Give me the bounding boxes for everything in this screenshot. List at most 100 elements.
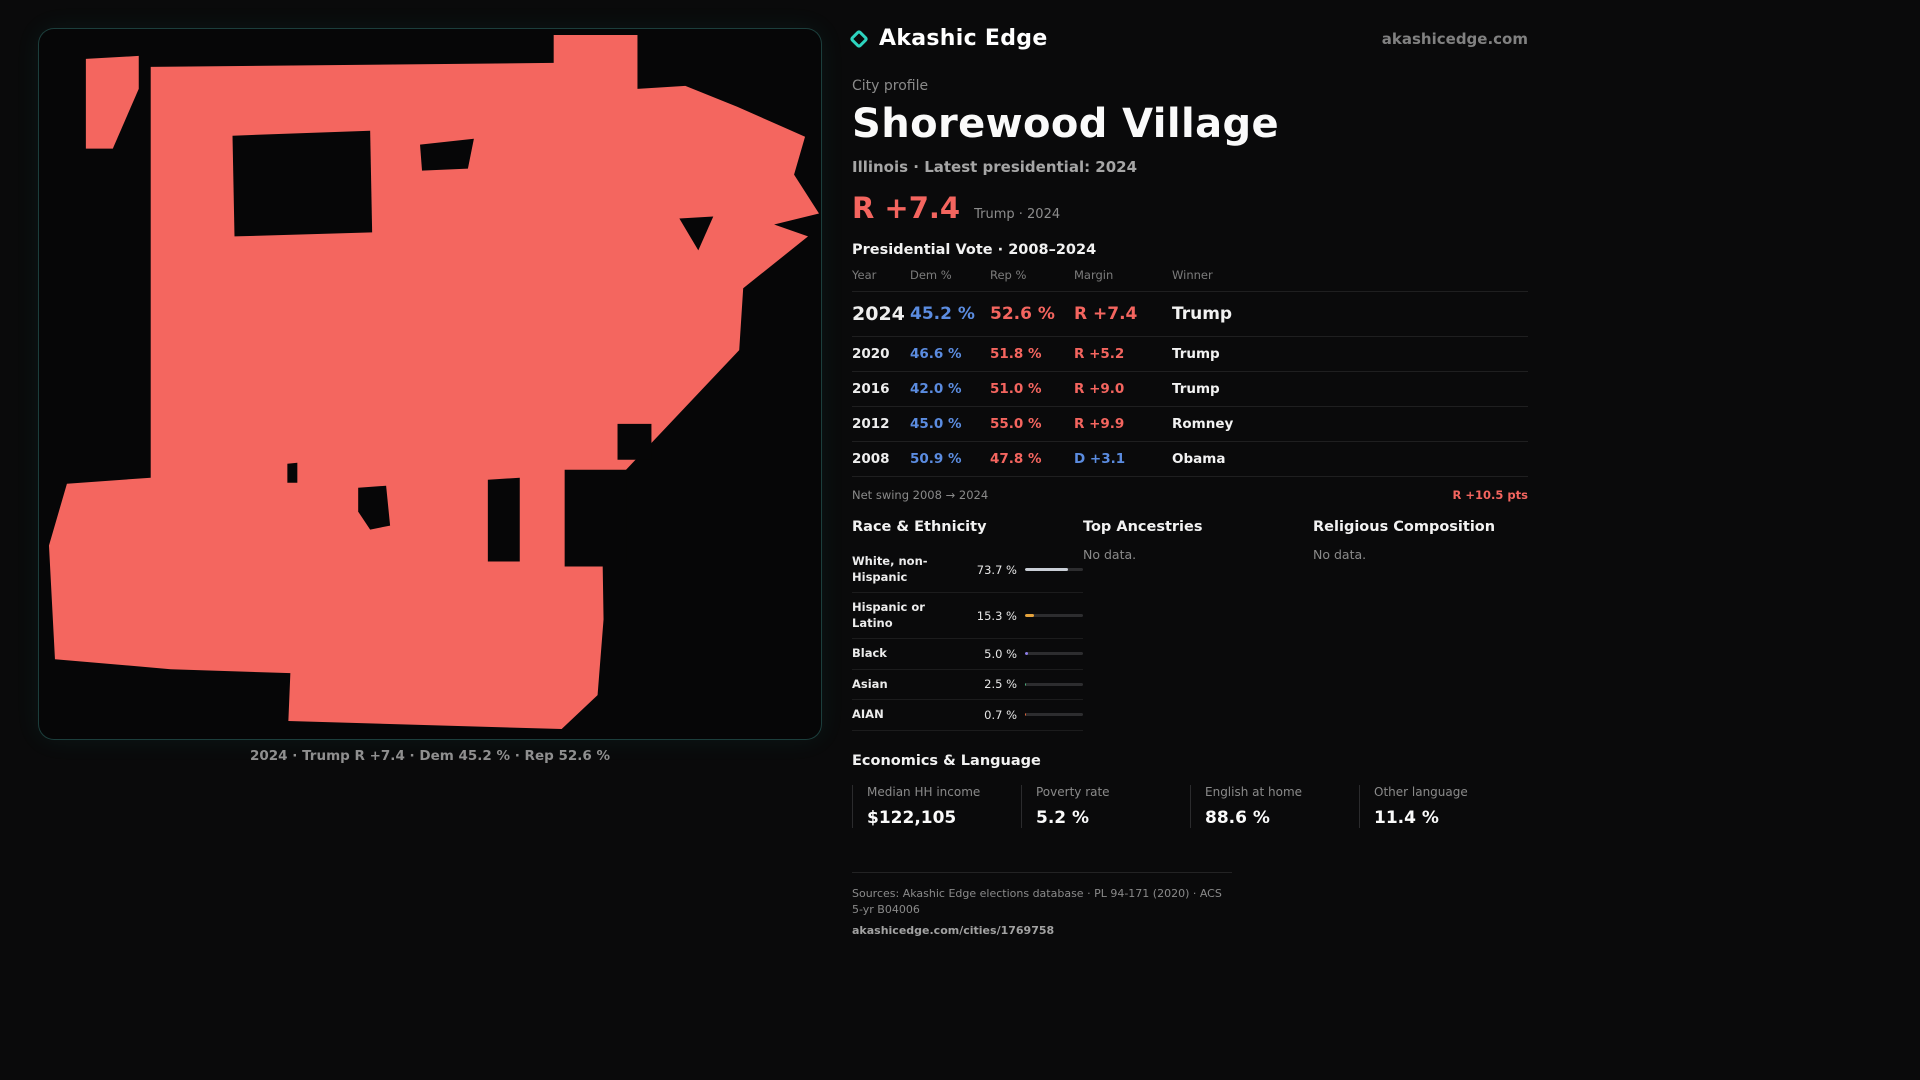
- headline-margin: R +7.4: [852, 191, 961, 225]
- header: Akashic Edge akashicedge.com: [849, 26, 1528, 51]
- map-caption: 2024 · Trump R +7.4 · Dem 45.2 % · Rep 5…: [249, 748, 611, 764]
- stat-card: Median HH income $122,105: [852, 784, 1021, 828]
- vote-winner: Trump: [1172, 304, 1233, 324]
- permalink[interactable]: akashicedge.com/cities/1769758: [852, 923, 1055, 937]
- sources-text: Sources: Akashic Edge elections database…: [852, 886, 1222, 917]
- race-bar-fill: [1025, 652, 1028, 656]
- vote-table: Year Dem % Rep % Margin Winner 2024 45.2…: [852, 268, 1528, 502]
- vote-year: 2008: [852, 451, 890, 467]
- map-hole: [564, 469, 627, 567]
- net-swing-label: Net swing 2008 → 2024: [852, 488, 989, 502]
- demographics-section: Race & Ethnicity White, non-Hispanic 73.…: [852, 519, 1528, 731]
- economics-stats: Median HH income $122,105 Poverty rate 5…: [852, 784, 1528, 828]
- vote-year: 2016: [852, 381, 890, 397]
- race-label: Hispanic or Latino: [852, 600, 925, 630]
- vote-row: 2020 46.6 % 51.8 % R +5.2 Trump: [852, 336, 1528, 371]
- map-hole: [420, 138, 474, 171]
- vote-row: 2016 42.0 % 51.0 % R +9.0 Trump: [852, 371, 1528, 406]
- vote-margin: R +9.0: [1074, 381, 1125, 397]
- stat-label: Poverty rate: [1036, 784, 1110, 799]
- map-hole: [358, 485, 391, 530]
- race-value: 0.7 %: [984, 707, 1017, 722]
- vote-dem-pct: 46.6 %: [910, 346, 962, 362]
- religion-empty: No data.: [1313, 547, 1367, 562]
- race-value: 15.3 %: [976, 608, 1017, 623]
- vote-year: 2012: [852, 416, 890, 432]
- col-winner: Winner: [1172, 268, 1213, 282]
- map-hole: [487, 477, 520, 562]
- race-bar: [1025, 652, 1083, 656]
- race-row: Black 5.0 %: [852, 639, 1083, 670]
- col-rep: Rep %: [990, 268, 1027, 282]
- vote-dem-pct: 50.9 %: [910, 451, 962, 467]
- vote-margin: D +3.1: [1074, 451, 1126, 467]
- stat-value: 11.4 %: [1374, 807, 1439, 828]
- city-boundary-map: [38, 28, 822, 740]
- vote-rows: 2024 45.2 % 52.6 % R +7.4 Trump 2020 46.…: [852, 291, 1528, 476]
- ancestries-title: Top Ancestries: [1083, 519, 1203, 535]
- vote-dem-pct: 45.2 %: [910, 304, 975, 324]
- race-bar: [1025, 713, 1083, 717]
- vote-winner: Trump: [1172, 346, 1220, 362]
- race-row: White, non-Hispanic 73.7 %: [852, 547, 1083, 594]
- vote-table-title: Presidential Vote · 2008–2024: [852, 242, 1097, 258]
- vote-margin: R +7.4: [1074, 304, 1138, 324]
- race-row: Asian 2.5 %: [852, 670, 1083, 701]
- race-value: 73.7 %: [976, 562, 1017, 577]
- net-swing: Net swing 2008 → 2024 R +10.5 pts: [852, 476, 1528, 502]
- vote-margin: R +9.9: [1074, 416, 1125, 432]
- race-bar-fill: [1025, 614, 1034, 618]
- race-row: AIAN 0.7 %: [852, 700, 1083, 731]
- vote-rep-pct: 55.0 %: [990, 416, 1042, 432]
- vote-dem-pct: 45.0 %: [910, 416, 962, 432]
- race-bar-fill: [1025, 682, 1027, 686]
- map-hole: [232, 130, 373, 237]
- subtitle: Illinois · Latest presidential: 2024: [852, 158, 1138, 176]
- race-title: Race & Ethnicity: [852, 519, 987, 535]
- vote-year: 2020: [852, 346, 890, 362]
- map-boundary-nw-piece: [85, 55, 139, 149]
- brand: Akashic Edge: [849, 26, 1048, 51]
- vote-rep-pct: 52.6 %: [990, 304, 1055, 324]
- net-swing-value: R +10.5 pts: [1452, 488, 1528, 502]
- ancestries-column: Top Ancestries No data.: [1083, 519, 1313, 731]
- vote-rep-pct: 47.8 %: [990, 451, 1042, 467]
- stat-card: Poverty rate 5.2 %: [1021, 784, 1190, 828]
- vote-row: 2012 45.0 % 55.0 % R +9.9 Romney: [852, 406, 1528, 441]
- ancestries-empty: No data.: [1083, 547, 1137, 562]
- race-label: AIAN: [852, 707, 884, 722]
- race-value: 2.5 %: [984, 677, 1017, 692]
- race-value: 5.0 %: [984, 646, 1017, 661]
- race-label: Asian: [852, 676, 888, 691]
- vote-rep-pct: 51.8 %: [990, 346, 1042, 362]
- stat-label: Median HH income: [867, 784, 981, 799]
- map-hole: [287, 462, 298, 483]
- race-row: Hispanic or Latino 15.3 %: [852, 593, 1083, 640]
- map-hole: [679, 216, 714, 251]
- page-title: Shorewood Village: [852, 101, 1280, 147]
- stat-value: $122,105: [867, 807, 957, 828]
- map-boundary-main: [48, 34, 820, 730]
- col-margin: Margin: [1074, 268, 1114, 282]
- stat-label: English at home: [1205, 784, 1303, 799]
- race-label: White, non-Hispanic: [852, 554, 928, 584]
- vote-rep-pct: 51.0 %: [990, 381, 1042, 397]
- brand-name: Akashic Edge: [879, 26, 1048, 51]
- race-bar: [1025, 568, 1083, 572]
- col-year: Year: [852, 268, 877, 282]
- headline: R +7.4 Trump · 2024: [852, 191, 1528, 225]
- religion-title: Religious Composition: [1313, 519, 1496, 535]
- race-column: Race & Ethnicity White, non-Hispanic 73.…: [852, 519, 1083, 731]
- kicker: City profile: [852, 78, 929, 94]
- race-bar: [1025, 614, 1083, 618]
- vote-row: 2008 50.9 % 47.8 % D +3.1 Obama: [852, 441, 1528, 476]
- headline-context: Trump · 2024: [974, 207, 1061, 222]
- site-link[interactable]: akashicedge.com: [1381, 29, 1528, 48]
- vote-margin: R +5.2: [1074, 346, 1125, 362]
- vote-winner: Trump: [1172, 381, 1220, 397]
- race-label: Black: [852, 646, 887, 661]
- vote-dem-pct: 42.0 %: [910, 381, 962, 397]
- vote-table-header: Year Dem % Rep % Margin Winner: [852, 268, 1528, 291]
- race-bar: [1025, 682, 1083, 686]
- religion-column: Religious Composition No data.: [1313, 519, 1528, 731]
